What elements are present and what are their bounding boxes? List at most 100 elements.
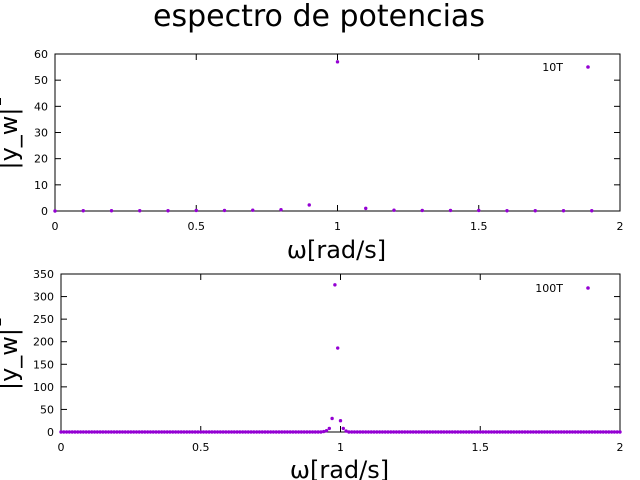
data-point — [266, 430, 270, 434]
data-point — [375, 430, 379, 434]
data-point — [411, 430, 415, 434]
data-point — [151, 430, 155, 434]
data-point — [581, 430, 586, 434]
data-point — [232, 430, 236, 434]
data-point — [64, 430, 69, 434]
data-point — [520, 430, 524, 434]
data-point — [352, 430, 357, 434]
y-tick-label: 50 — [34, 74, 48, 87]
data-point — [540, 430, 544, 434]
data-point — [249, 430, 253, 434]
data-point — [405, 430, 410, 434]
x-tick-label: 2 — [617, 220, 624, 233]
data-point — [131, 430, 136, 434]
data-point — [453, 430, 457, 434]
data-point — [313, 430, 318, 434]
y-axis-label: |y_w|¯ — [0, 95, 23, 169]
data-point — [157, 430, 161, 434]
x-tick-label: 0.5 — [192, 441, 210, 454]
data-point — [154, 430, 158, 434]
data-point — [316, 430, 320, 434]
data-point — [224, 430, 228, 434]
data-point — [246, 430, 250, 434]
data-point — [587, 430, 591, 434]
y-tick-label: 30 — [34, 127, 48, 140]
y-tick-label: 20 — [34, 153, 48, 166]
data-point — [194, 208, 198, 213]
data-point — [548, 430, 552, 434]
data-point — [254, 430, 259, 434]
data-point — [344, 429, 348, 433]
data-point — [238, 430, 242, 434]
x-tick-label: 2 — [617, 441, 624, 454]
data-point — [584, 430, 589, 434]
data-point — [397, 430, 401, 434]
data-point — [307, 203, 311, 207]
data-point — [389, 430, 393, 434]
data-point — [467, 430, 471, 434]
data-point — [229, 430, 234, 434]
data-point — [372, 430, 376, 434]
data-point — [598, 430, 603, 434]
data-point — [383, 430, 387, 434]
data-point — [458, 430, 463, 434]
data-point — [500, 430, 505, 434]
data-point — [386, 430, 390, 434]
y-tick-label: 60 — [34, 48, 48, 61]
data-point — [590, 430, 594, 434]
data-point — [403, 430, 407, 434]
data-point — [593, 430, 597, 434]
data-point — [240, 430, 245, 434]
data-point — [533, 209, 537, 213]
data-point — [506, 430, 510, 434]
data-point — [260, 430, 264, 434]
legend-marker — [586, 65, 590, 69]
data-point — [512, 430, 516, 434]
data-point — [190, 430, 195, 434]
data-point — [380, 430, 385, 434]
data-point — [165, 430, 169, 434]
data-point — [392, 208, 396, 212]
data-point — [400, 430, 404, 434]
data-point — [417, 430, 421, 434]
data-point — [168, 430, 172, 434]
data-point — [461, 430, 466, 434]
data-point — [336, 346, 340, 350]
data-point — [514, 430, 519, 434]
data-point — [215, 430, 220, 434]
data-point — [187, 430, 192, 434]
data-point — [355, 430, 359, 434]
data-point — [419, 430, 424, 434]
data-point — [137, 430, 141, 434]
data-point — [439, 430, 443, 434]
data-point — [338, 419, 343, 423]
y-tick-label: 100 — [33, 381, 54, 394]
data-point — [579, 430, 583, 434]
data-point — [450, 430, 454, 434]
plot-frame — [54, 53, 621, 212]
data-point — [243, 430, 248, 434]
data-point — [199, 430, 203, 434]
y-tick-label: 150 — [33, 358, 54, 371]
data-point — [433, 430, 438, 434]
y-tick-label: 0 — [47, 426, 54, 439]
y-tick-label: 250 — [33, 313, 54, 326]
data-point — [277, 430, 281, 434]
data-point — [464, 430, 468, 434]
data-point — [364, 206, 368, 211]
data-point — [53, 209, 57, 213]
data-point — [573, 430, 577, 434]
data-point — [282, 430, 287, 434]
x-tick-label: 0 — [52, 220, 59, 233]
data-point — [78, 430, 83, 434]
data-point — [481, 430, 485, 434]
data-point — [347, 430, 351, 434]
data-point — [333, 283, 337, 287]
data-point — [615, 430, 619, 434]
data-point — [123, 430, 127, 434]
data-point — [67, 430, 72, 434]
data-point — [358, 430, 362, 434]
legend-label: 100T — [535, 282, 563, 295]
data-point — [562, 430, 566, 434]
data-point — [201, 430, 206, 434]
